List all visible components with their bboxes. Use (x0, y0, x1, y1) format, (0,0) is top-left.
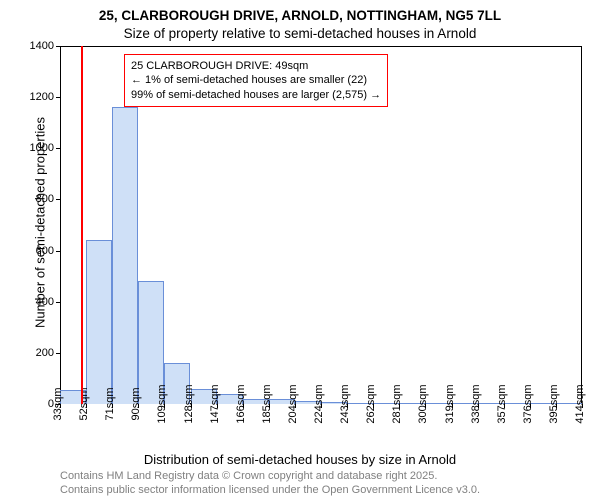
annotation-line-1: 25 CLARBOROUGH DRIVE: 49sqm (131, 59, 381, 73)
x-tick-label: 414sqm (568, 384, 586, 423)
axis-spine-left (60, 46, 61, 404)
y-tick-label: 400 (36, 296, 60, 308)
chart-title-line2: Size of property relative to semi-detach… (0, 26, 600, 41)
x-tick-label: 395sqm (542, 384, 560, 423)
x-tick-label: 319sqm (438, 384, 456, 423)
annotation-line-3: 99% of semi-detached houses are larger (… (131, 88, 381, 102)
y-tick-label: 1200 (30, 91, 60, 103)
x-tick-label: 338sqm (464, 384, 482, 423)
x-axis-label: Distribution of semi-detached houses by … (0, 452, 600, 467)
x-tick-label: 90sqm (124, 387, 142, 420)
chart-title-line1: 25, CLARBOROUGH DRIVE, ARNOLD, NOTTINGHA… (0, 8, 600, 23)
x-tick-label: 262sqm (359, 384, 377, 423)
y-tick-label: 1400 (30, 40, 60, 52)
y-axis-label: Number of semi-detached properties (33, 73, 48, 373)
x-tick-label: 128sqm (177, 384, 195, 423)
x-tick-label: 204sqm (281, 384, 299, 423)
y-tick-label: 200 (36, 347, 60, 359)
x-tick-label: 357sqm (490, 384, 508, 423)
x-tick-label: 243sqm (333, 384, 351, 423)
x-tick-label: 185sqm (255, 384, 273, 423)
annotation-line-2: ← 1% of semi-detached houses are smaller… (131, 73, 381, 87)
footer-line-2: Contains public sector information licen… (60, 484, 480, 496)
x-tick-label: 224sqm (307, 384, 325, 423)
x-tick-label: 109sqm (150, 384, 168, 423)
histogram-bar (86, 240, 112, 404)
chart-container: 25, CLARBOROUGH DRIVE, ARNOLD, NOTTINGHA… (0, 0, 600, 500)
reference-line (81, 46, 83, 404)
x-tick-label: 376sqm (516, 384, 534, 423)
axis-spine-right (581, 46, 582, 404)
y-tick-label: 800 (36, 193, 60, 205)
y-tick-label: 1000 (30, 142, 60, 154)
x-tick-label: 71sqm (98, 387, 116, 420)
x-tick-label: 166sqm (229, 384, 247, 423)
footer-line-1: Contains HM Land Registry data © Crown c… (60, 470, 437, 482)
plot-area: 25 CLARBOROUGH DRIVE: 49sqm ← 1% of semi… (60, 46, 582, 404)
x-tick-label: 147sqm (203, 384, 221, 423)
y-tick-label: 600 (36, 245, 60, 257)
histogram-bar (112, 107, 138, 404)
x-tick-label: 281sqm (385, 384, 403, 423)
axis-spine-top (60, 46, 582, 47)
x-tick-label: 300sqm (411, 384, 429, 423)
x-tick-label: 33sqm (46, 387, 64, 420)
annotation-box: 25 CLARBOROUGH DRIVE: 49sqm ← 1% of semi… (124, 54, 388, 107)
